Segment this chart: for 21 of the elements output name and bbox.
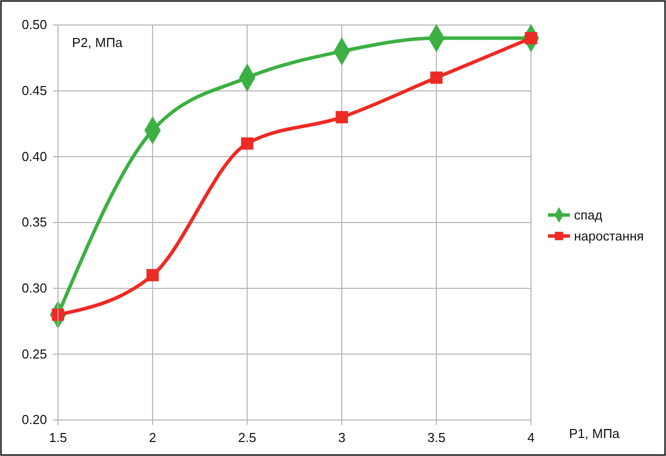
legend-label: наростання (574, 228, 644, 244)
legend-label: спад (574, 208, 603, 222)
x-tick-label: 4 (527, 430, 535, 446)
x-tick-label: 2.5 (238, 430, 256, 446)
x-tick-label: 3.5 (427, 430, 446, 446)
y-tick-label: 0.20 (22, 412, 47, 428)
y-tick-label: 0.45 (22, 82, 47, 98)
y-tick-label: 0.25 (22, 346, 47, 362)
y-axis-title: P2, МПа (72, 35, 124, 50)
y-tick-label: 0.35 (22, 214, 47, 230)
x-tick-label: 2 (148, 430, 156, 446)
point (336, 111, 348, 124)
y-tick-label: 0.40 (22, 148, 47, 164)
y-tick-label: 0.30 (22, 280, 47, 296)
point (241, 137, 254, 150)
y-tick-label: 0.50 (22, 17, 47, 32)
x-tick-label: 1.5 (48, 430, 68, 446)
x-axis-title: P1, МПа (569, 426, 620, 441)
x-tick-label: 3 (338, 430, 346, 446)
point (146, 269, 159, 282)
point (430, 72, 443, 84)
